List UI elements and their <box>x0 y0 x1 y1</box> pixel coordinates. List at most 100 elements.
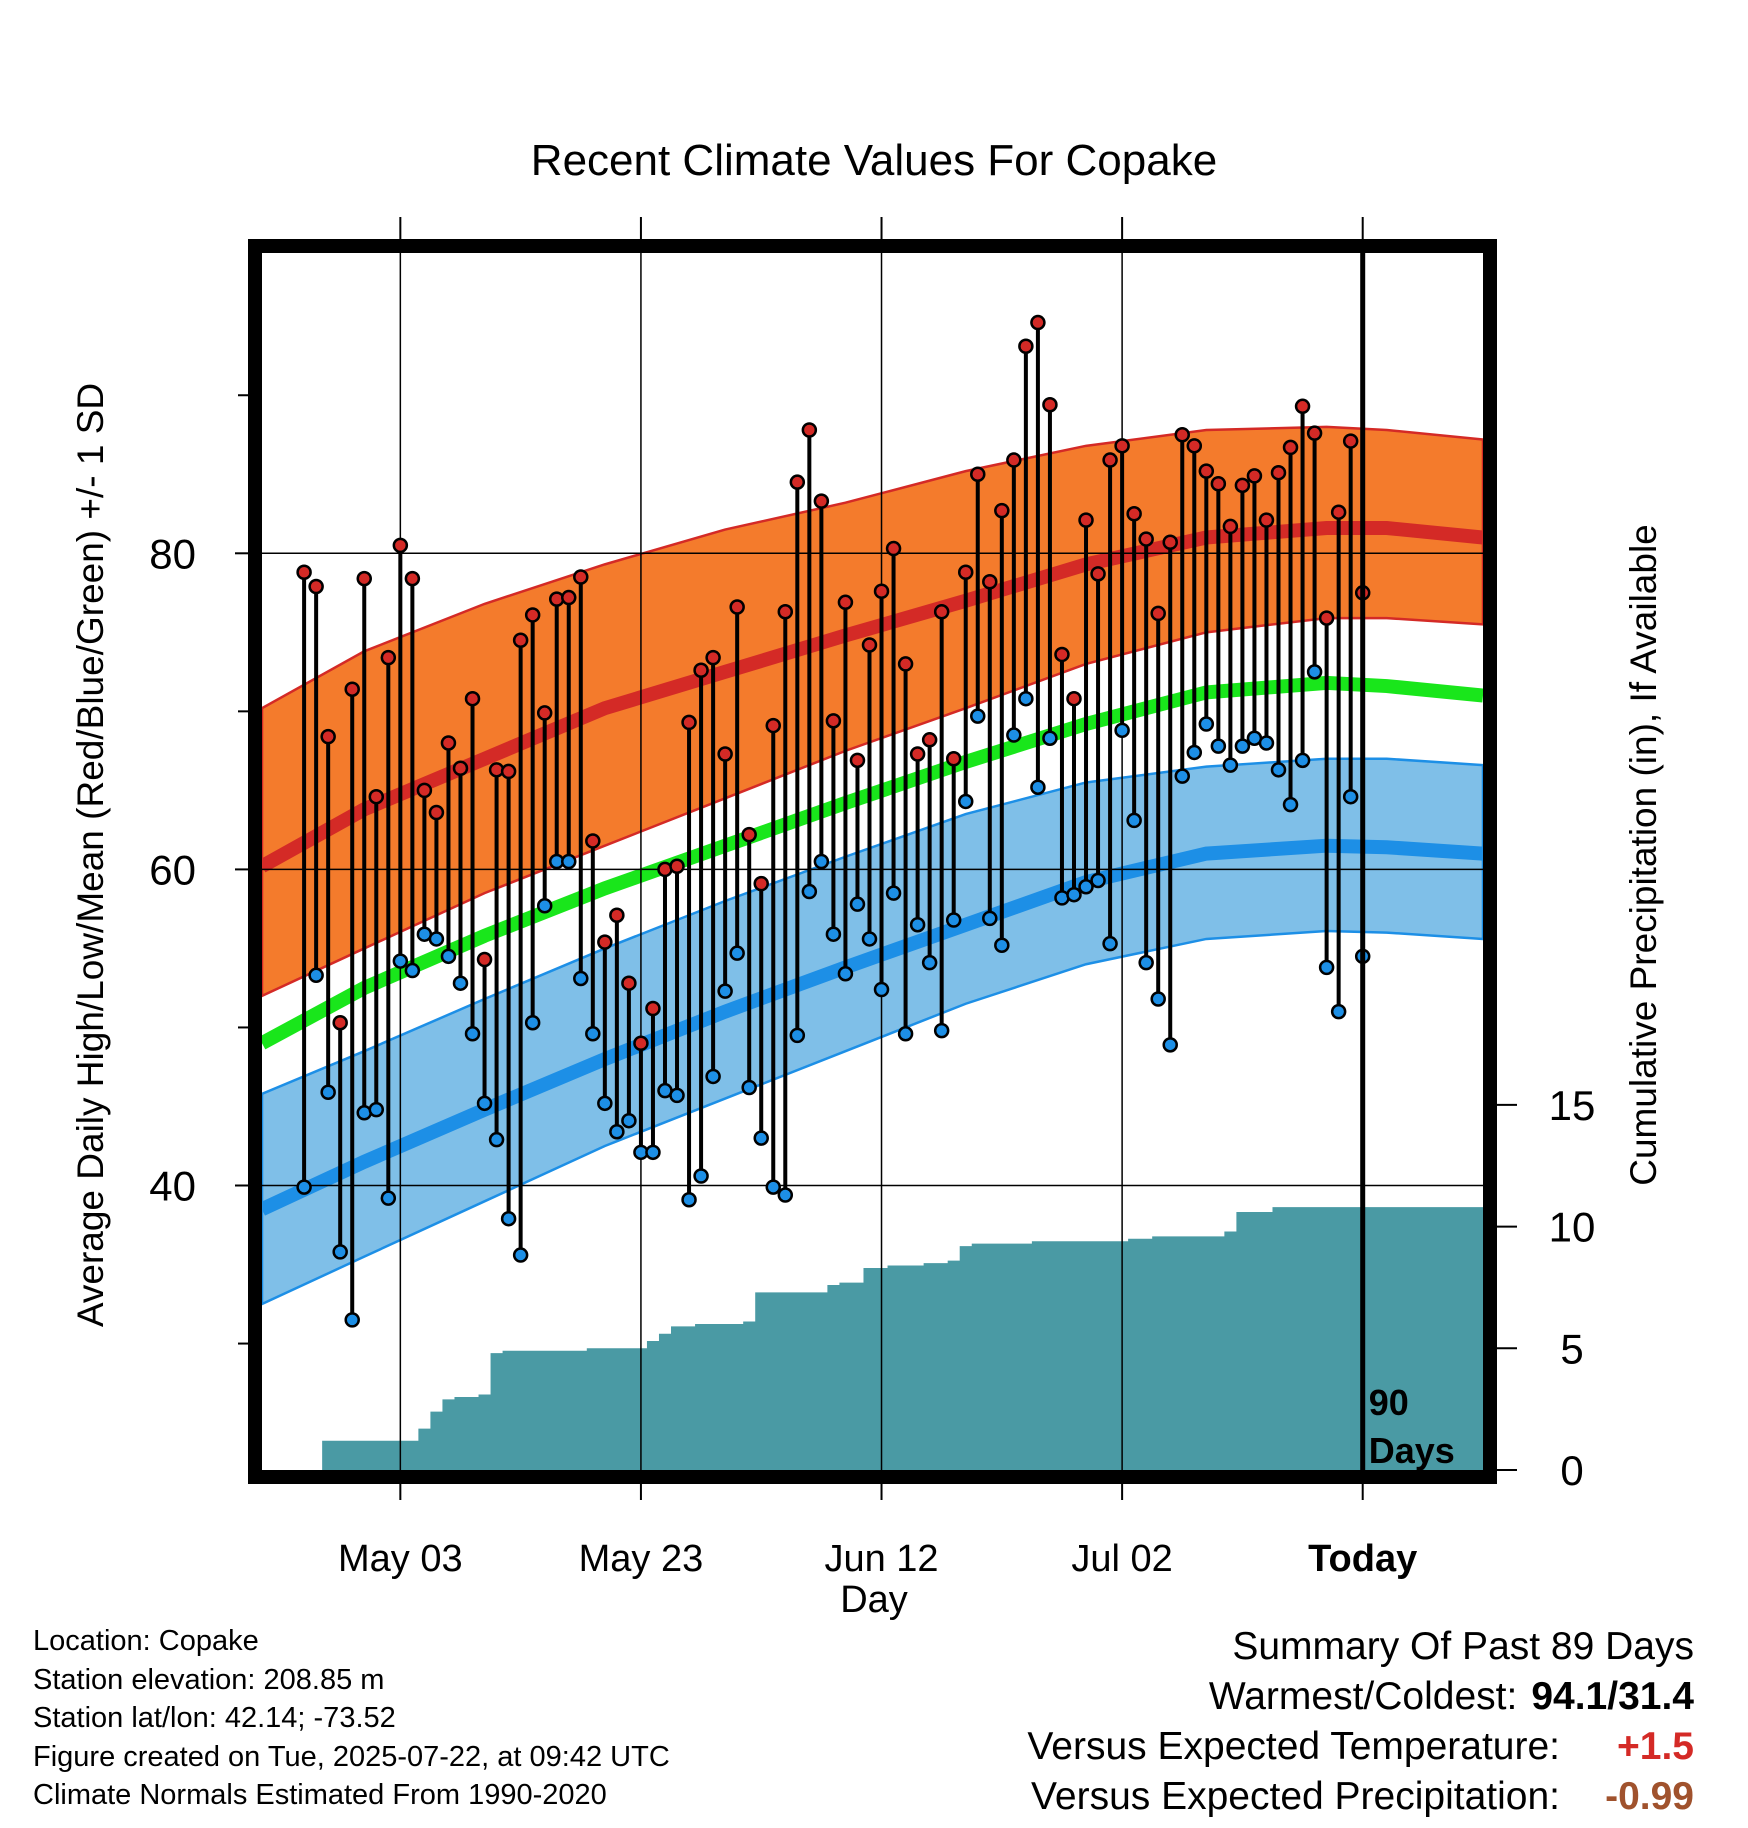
chart-title: Recent Climate Values For Copake <box>531 136 1217 185</box>
high-point <box>945 751 962 767</box>
low-point <box>982 910 998 927</box>
high-point <box>729 599 745 615</box>
high-point <box>705 649 721 666</box>
low-point <box>717 983 733 999</box>
low-point <box>1138 954 1154 971</box>
high-point <box>982 573 998 590</box>
high-point <box>1162 534 1178 550</box>
high-point <box>609 907 625 923</box>
low-point <box>1330 1003 1347 1020</box>
low-point <box>597 1095 613 1112</box>
low-point <box>765 1179 782 1195</box>
y2-axis-label: Cumulative Precipitation (in), If Availa… <box>1623 524 1664 1186</box>
low-point <box>452 975 469 991</box>
y2-tick-label: 10 <box>1549 1204 1596 1251</box>
low-point <box>1150 991 1166 1007</box>
low-point <box>573 970 589 987</box>
high-point <box>861 637 878 653</box>
low-point <box>921 954 938 971</box>
low-point <box>777 1187 794 1203</box>
low-point <box>1030 779 1046 795</box>
high-point <box>970 466 986 483</box>
high-point <box>476 951 493 968</box>
low-point <box>524 1014 541 1031</box>
x-tick-label: May 23 <box>579 1538 704 1580</box>
low-point <box>945 912 962 928</box>
high-point <box>849 752 866 769</box>
high-point <box>1114 438 1130 454</box>
location-text: Location: Copake <box>33 1625 259 1657</box>
low-point <box>933 1022 950 1039</box>
low-point <box>1174 768 1191 784</box>
precipitation-area <box>298 1207 1483 1470</box>
low-point <box>897 1026 914 1042</box>
high-point <box>452 760 469 776</box>
y-tick-label: 60 <box>149 846 196 893</box>
low-point <box>464 1026 481 1042</box>
high-point <box>621 975 637 991</box>
low-point <box>849 896 866 912</box>
high-point <box>1282 439 1299 456</box>
high-point <box>320 728 336 745</box>
precip-departure-row: Versus Expected Precipitation: -0.99 <box>1027 1772 1694 1822</box>
high-point <box>1102 452 1118 468</box>
low-point <box>609 1124 625 1140</box>
x-tick-label: Jun 12 <box>824 1538 938 1580</box>
high-point <box>1006 452 1022 468</box>
low-point <box>1222 757 1239 773</box>
high-point <box>561 589 577 606</box>
high-point <box>392 537 409 554</box>
today-annotation-2: Days <box>1369 1430 1455 1471</box>
high-point <box>1042 396 1058 413</box>
low-point <box>476 1095 493 1112</box>
x-axis-label: Day <box>840 1579 908 1620</box>
high-point <box>1054 646 1070 663</box>
high-point <box>1078 512 1094 528</box>
plot-area: 90 Days 40 60 80 0 5 10 15 May 03 May 23 Jun 12 Jul … <box>149 217 1595 1580</box>
low-point <box>705 1068 721 1085</box>
high-point <box>500 763 517 780</box>
high-point <box>536 705 553 721</box>
high-point <box>440 735 457 751</box>
x-tick-label: May 03 <box>338 1538 463 1580</box>
low-point <box>645 1144 661 1161</box>
high-point <box>837 594 854 611</box>
high-point <box>1246 468 1263 484</box>
low-point <box>1006 727 1022 743</box>
high-point <box>873 583 890 599</box>
low-point <box>1162 1037 1178 1053</box>
high-point <box>1030 314 1046 331</box>
high-point <box>1186 438 1203 454</box>
high-point <box>825 713 842 729</box>
high-point <box>1150 605 1166 622</box>
low-point <box>693 1168 709 1184</box>
high-point <box>428 804 445 821</box>
x-tick-label: Today <box>1308 1538 1417 1580</box>
low-point <box>970 708 986 724</box>
high-point <box>368 788 385 805</box>
high-point <box>741 826 757 843</box>
low-point <box>488 1131 505 1148</box>
low-point <box>669 1087 685 1104</box>
high-point <box>464 690 481 707</box>
station-info: Location: Copake Station elevation: 208.… <box>33 1622 670 1815</box>
low-point <box>320 1084 336 1101</box>
high-point <box>1330 504 1347 520</box>
low-point <box>1234 738 1251 754</box>
high-point <box>1342 433 1359 449</box>
summary-panel: Summary Of Past 89 Days Warmest/Coldest:… <box>1027 1622 1694 1822</box>
low-point <box>1042 730 1058 746</box>
high-point <box>1258 512 1275 528</box>
high-point <box>994 502 1010 519</box>
high-point <box>681 714 697 731</box>
low-point <box>873 981 890 998</box>
high-point <box>957 564 974 581</box>
y-tick-label: 80 <box>149 530 196 577</box>
high-point <box>597 934 613 950</box>
low-point <box>861 931 878 947</box>
warmest-coldest-label: Warmest/Coldest: <box>1208 1675 1518 1718</box>
low-point <box>1306 664 1323 680</box>
low-point <box>621 1112 637 1129</box>
high-point <box>356 570 373 587</box>
high-point <box>765 717 782 734</box>
